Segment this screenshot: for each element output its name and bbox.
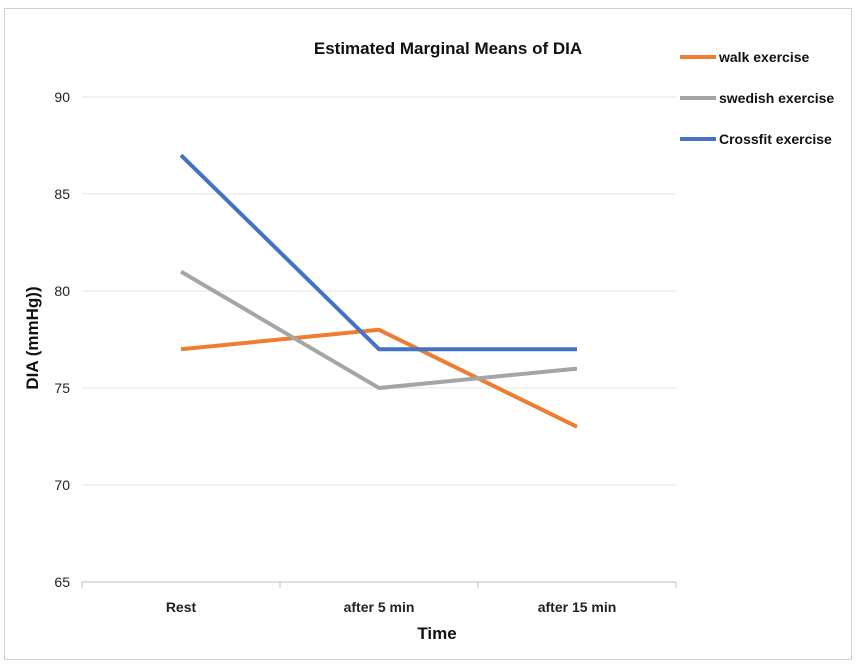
x-axis-title: Time bbox=[417, 624, 456, 643]
x-tick-label: Rest bbox=[166, 599, 197, 615]
series-line-crossfit-exercise bbox=[179, 153, 577, 352]
x-axis-tick-labels: Rest after 5 min after 15 min bbox=[166, 599, 616, 615]
series-lines bbox=[179, 153, 578, 429]
y-tick-label: 65 bbox=[54, 574, 70, 590]
y-axis-tick-labels: 65 70 75 80 85 90 bbox=[54, 89, 70, 590]
series-line-walk-exercise bbox=[180, 327, 578, 429]
series-line-swedish-exercise bbox=[179, 269, 578, 390]
y-tick-label: 90 bbox=[54, 89, 70, 105]
legend-item-swedish-exercise: swedish exercise bbox=[680, 90, 834, 106]
y-axis-title: DIA (mmHg)) bbox=[23, 286, 42, 389]
legend: walk exercise swedish exercise Crossfit ex… bbox=[680, 49, 834, 147]
chart-title: Estimated Marginal Means of DIA bbox=[314, 39, 582, 58]
gridlines bbox=[81, 96, 677, 588]
x-tick-label: after 5 min bbox=[344, 599, 415, 615]
legend-item-crossfit-exercise: Crossfit exercise bbox=[680, 131, 832, 147]
y-tick-label: 80 bbox=[54, 283, 70, 299]
legend-label: Crossfit exercise bbox=[719, 131, 832, 147]
legend-label: walk exercise bbox=[718, 49, 810, 65]
x-tick-label: after 15 min bbox=[538, 599, 617, 615]
chart-frame bbox=[4, 8, 852, 660]
y-tick-label: 85 bbox=[54, 186, 70, 202]
legend-label: swedish exercise bbox=[719, 90, 834, 106]
y-tick-label: 75 bbox=[54, 380, 70, 396]
y-tick-label: 70 bbox=[54, 477, 70, 493]
legend-item-walk-exercise: walk exercise bbox=[680, 49, 810, 65]
